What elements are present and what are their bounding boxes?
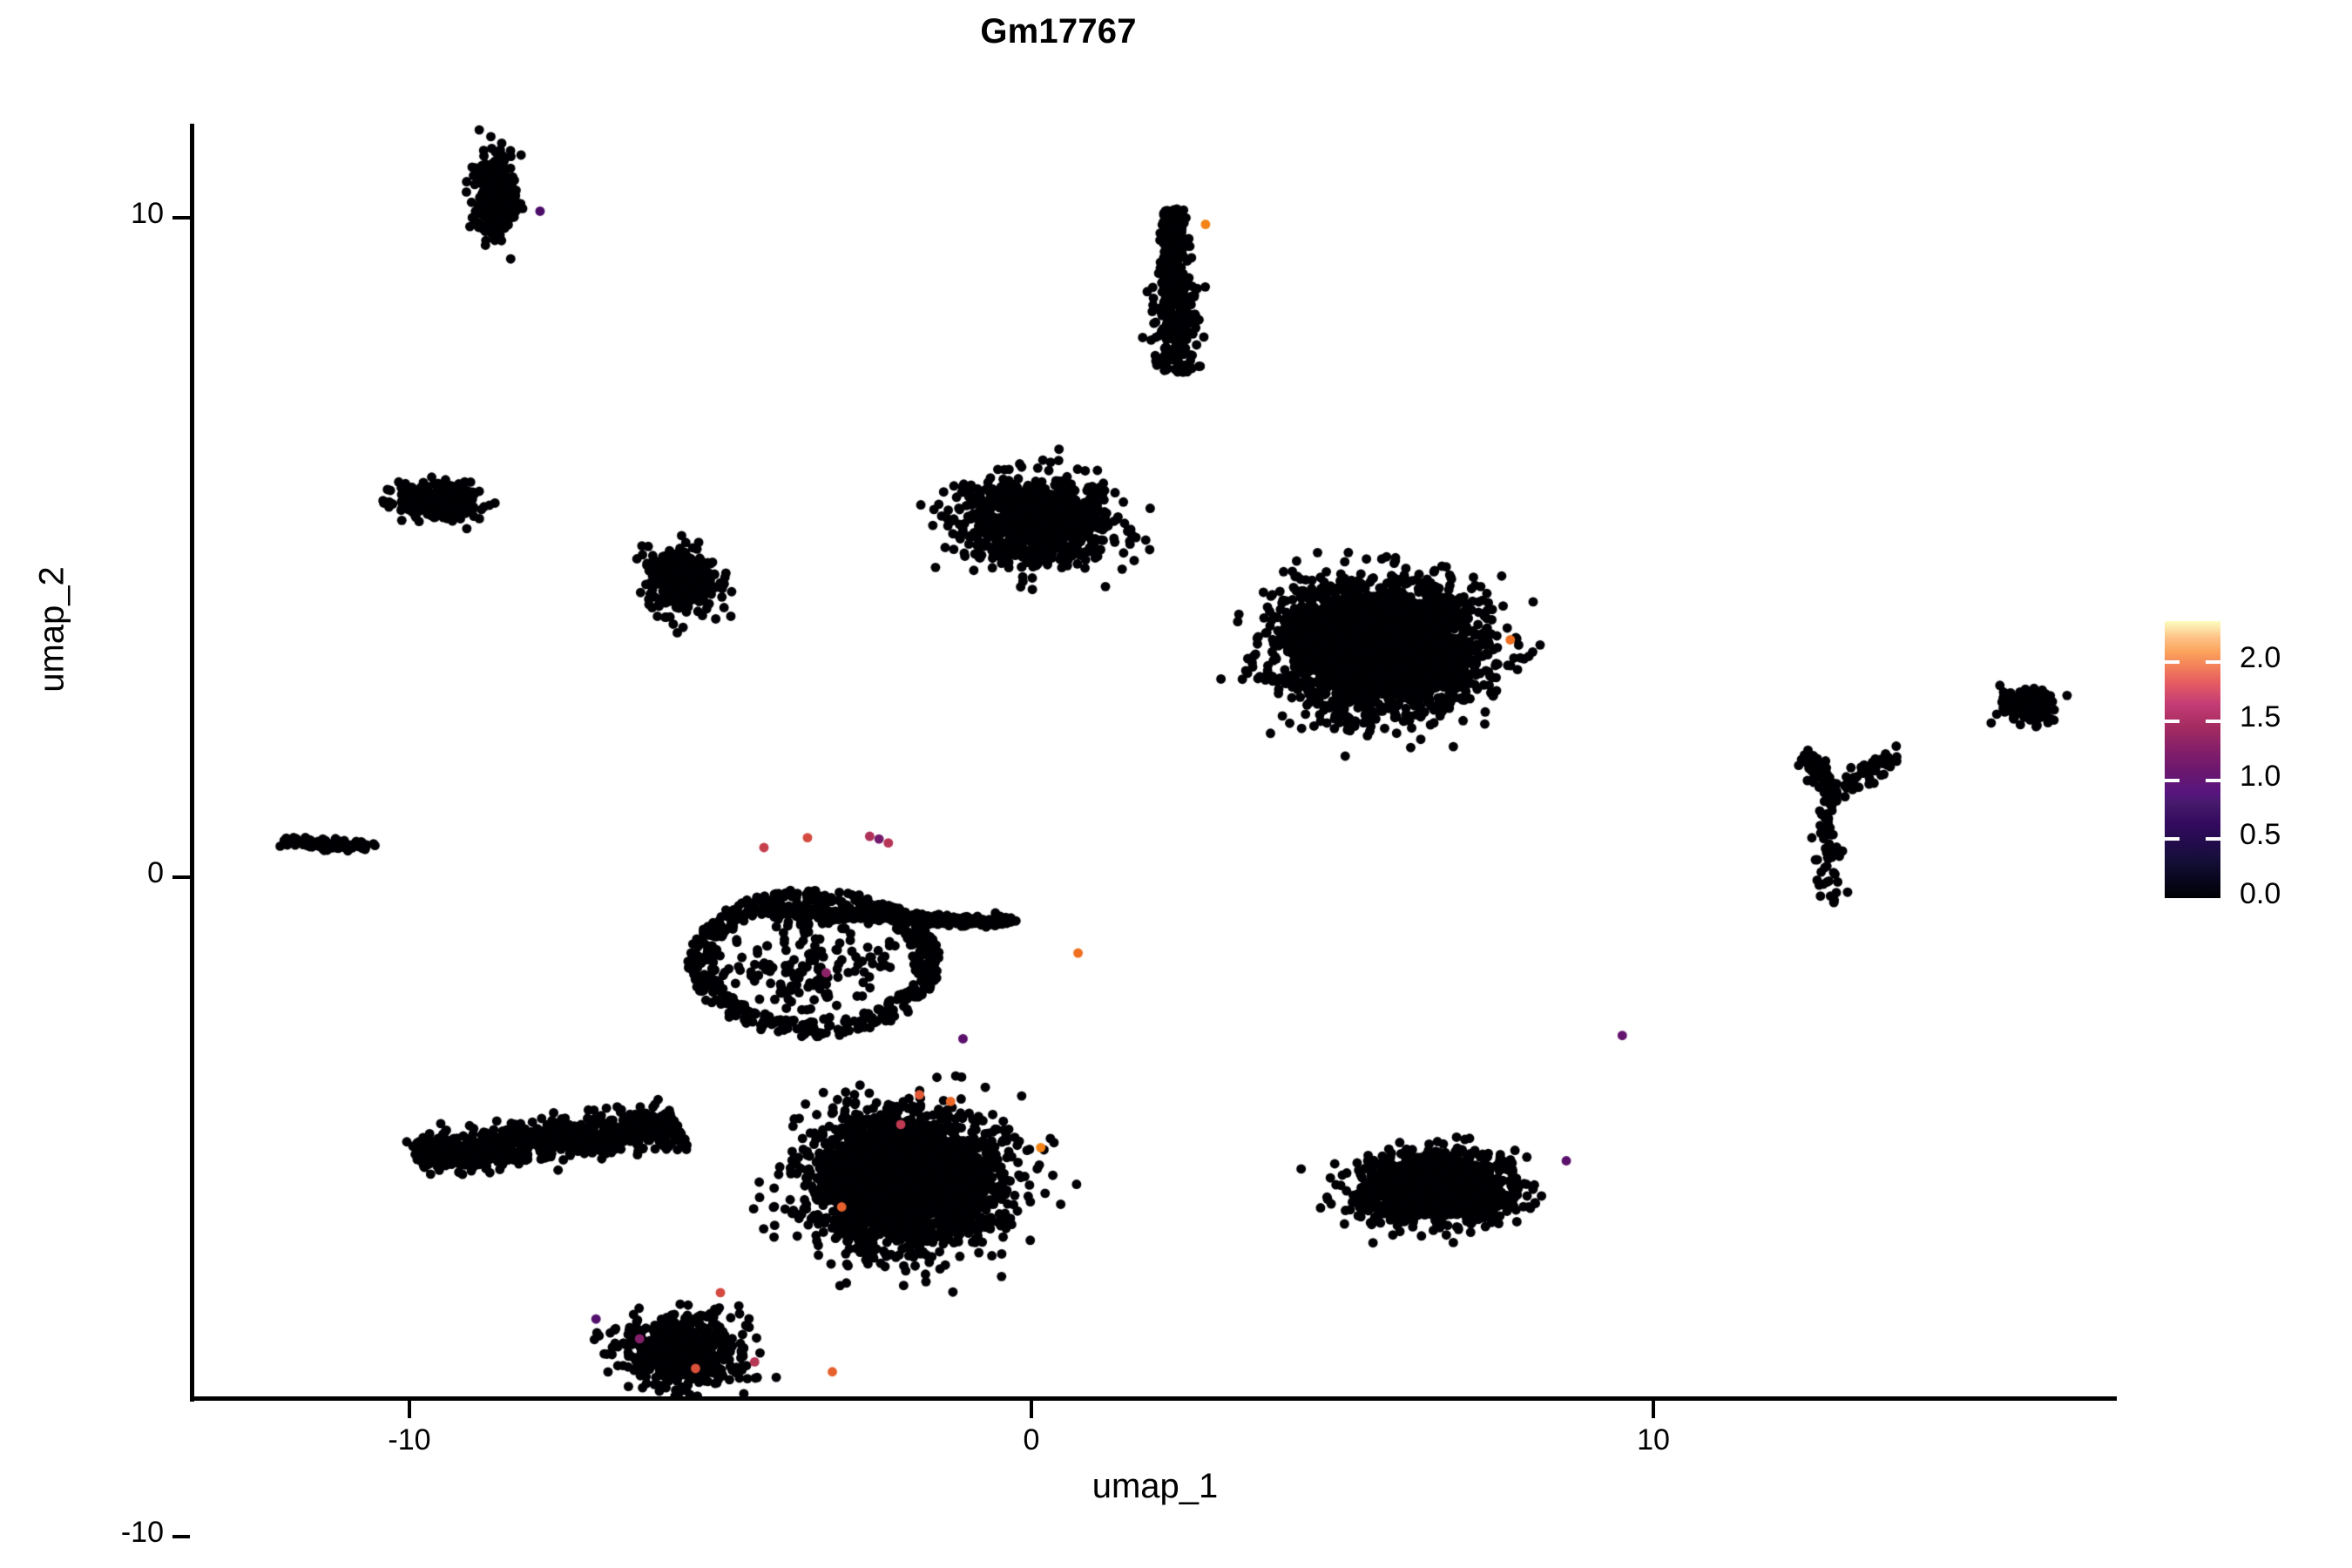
x-tick-label: 0 — [1023, 1423, 1040, 1456]
colorbar-tick — [2206, 660, 2220, 665]
x-tick-label: 10 — [1637, 1423, 1670, 1456]
colorbar-gradient — [2165, 621, 2220, 898]
colorbar-tick — [2165, 720, 2180, 724]
colorbar-tick-label: 1.0 — [2240, 759, 2281, 793]
y-tick-mark — [172, 1535, 190, 1538]
y-tick-label: -10 — [120, 1516, 164, 1549]
scatter-plot-canvas — [193, 124, 2117, 1398]
colorbar-tick — [2165, 837, 2180, 841]
x-axis-title: umap_1 — [1092, 1467, 1219, 1505]
page-title: Gm17767 — [980, 12, 1137, 51]
colorbar-tick — [2165, 660, 2180, 665]
y-tick-mark — [172, 216, 190, 220]
colorbar-tick-label: 2.0 — [2240, 641, 2281, 675]
x-tick-mark — [1030, 1401, 1033, 1418]
colorbar-tick — [2206, 778, 2220, 782]
y-axis-line — [190, 124, 194, 1402]
y-tick-label: 10 — [131, 197, 164, 230]
x-axis-line — [190, 1396, 2117, 1401]
y-tick-label: 0 — [147, 856, 164, 889]
colorbar-tick-label: 1.5 — [2240, 700, 2281, 734]
x-tick-label: -10 — [388, 1423, 431, 1456]
colorbar-tick-label: 0.5 — [2240, 818, 2281, 852]
plot-panel — [193, 124, 2117, 1398]
colorbar-tick-label: 0.0 — [2240, 877, 2281, 910]
y-axis-title: umap_2 — [32, 566, 71, 693]
x-tick-mark — [1652, 1401, 1655, 1418]
colorbar-legend: 2.0 1.5 1.0 0.5 0.0 — [2165, 621, 2281, 910]
y-tick-mark — [172, 875, 190, 879]
x-tick-mark — [408, 1401, 411, 1418]
colorbar-tick — [2165, 778, 2180, 782]
colorbar-tick — [2206, 837, 2220, 841]
colorbar-tick — [2206, 720, 2220, 724]
